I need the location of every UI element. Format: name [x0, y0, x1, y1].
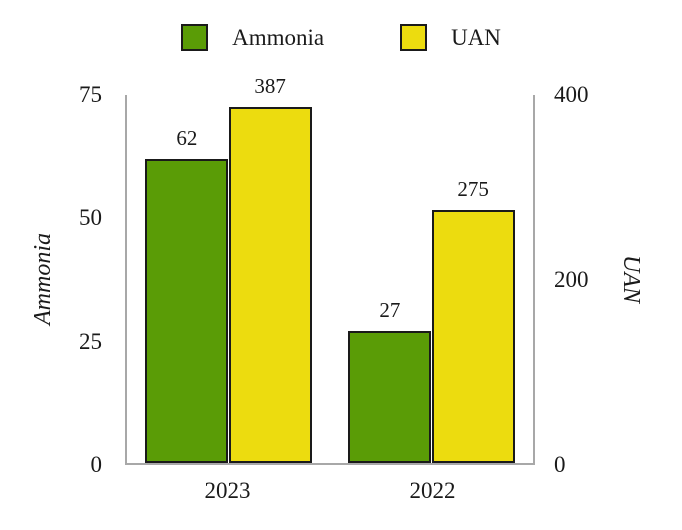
- left-axis-title: Ammonia: [30, 233, 56, 325]
- right-axis-tick-200: 200: [554, 267, 589, 292]
- legend-swatch-ammonia: [181, 24, 209, 51]
- left-axis-tick-75: 75: [79, 82, 102, 107]
- legend: Ammonia UAN: [0, 24, 682, 51]
- legend-label: UAN: [451, 25, 501, 50]
- right-axis-tick-0: 0: [554, 452, 566, 477]
- legend-label: Ammonia: [232, 25, 325, 50]
- bar-uan-2022: [431, 210, 515, 463]
- right-axis-tick-400: 400: [554, 82, 589, 107]
- category-label-2022: 2022: [409, 478, 456, 503]
- bar-uan-2023: [228, 106, 312, 463]
- bar-ammonia-2023: [145, 158, 229, 463]
- legend-item-ammonia: Ammonia: [181, 24, 324, 51]
- legend-swatch-uan: [400, 24, 428, 51]
- left-axis-tick-50: 50: [79, 205, 102, 231]
- left-axis-tick-0: 0: [90, 452, 103, 477]
- bar-value-label: 27: [379, 297, 401, 322]
- legend-item-uan: UAN: [400, 24, 501, 51]
- bar-value-label: 62: [176, 125, 198, 150]
- category-label-2023: 2023: [204, 478, 251, 503]
- plot-area: 62 387 27 275: [125, 74, 535, 465]
- bar-value-label: 275: [457, 177, 489, 201]
- left-axis-tick-25: 25: [79, 328, 102, 354]
- bar-value-label: 387: [254, 73, 286, 98]
- bar-ammonia-2022: [348, 330, 432, 463]
